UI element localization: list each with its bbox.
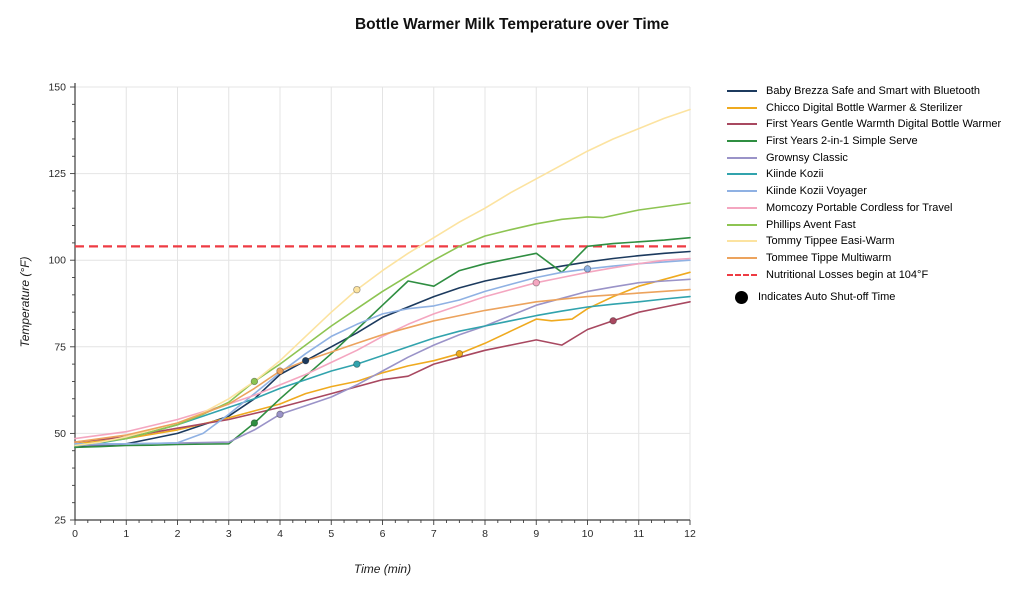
legend-label-grownsy-classic: Grownsy Classic — [766, 151, 848, 164]
legend-item-chicco-digital-bottle-warmer-sterilizer: Chicco Digital Bottle Warmer & Sterilize… — [727, 102, 1019, 115]
x-tick-label: 4 — [277, 528, 283, 540]
legend-label-auto-shutoff: Indicates Auto Shut-off Time — [758, 291, 896, 304]
legend-item-auto-shutoff: Indicates Auto Shut-off Time — [727, 291, 1019, 305]
legend-label-first-years-gentle-warmth-digital-bottle-warmer: First Years Gentle Warmth Digital Bottle… — [766, 118, 1002, 131]
legend-item-kiinde-kozii: Kiinde Kozii — [727, 168, 1019, 181]
series-line-chicco-digital-bottle-warmer-sterilizer — [74, 271, 691, 445]
legend-label-kiinde-kozii-voyager: Kiinde Kozii Voyager — [766, 185, 867, 198]
legend-swatch-grownsy-classic — [727, 156, 757, 159]
x-tick-label: 9 — [533, 528, 539, 540]
legend-item-tommy-tippee-easi-warm: Tommy Tippee Easi-Warm — [727, 235, 1019, 248]
legend-item-kiinde-kozii-voyager: Kiinde Kozii Voyager — [727, 185, 1019, 198]
y-tick-label: 100 — [48, 255, 66, 267]
shutoff-dot-grownsy-classic — [276, 410, 284, 419]
series-line-phillips-avent-fast — [74, 202, 691, 447]
shutoff-dot-momcozy-portable-cordless-for-travel — [532, 279, 540, 287]
shutoff-dot-first-years-2-in-1-simple-serve — [250, 419, 259, 427]
x-tick-label: 12 — [684, 528, 696, 540]
legend-item-first-years-gentle-warmth-digital-bottle-warmer: First Years Gentle Warmth Digital Bottle… — [727, 118, 1019, 131]
legend-label-tommy-tippee-easi-warm: Tommy Tippee Easi-Warm — [766, 235, 895, 248]
legend-swatch-first-years-gentle-warmth-digital-bottle-warmer — [727, 123, 757, 126]
x-tick-label: 7 — [431, 528, 437, 540]
shutoff-dots — [250, 265, 617, 427]
gridlines — [74, 86, 691, 521]
legend-swatch-kiinde-kozii-voyager — [727, 190, 757, 193]
shutoff-dot-chicco-digital-bottle-warmer-sterilizer — [455, 350, 464, 358]
legend-label-first-years-2-in-1-simple-serve: First Years 2-in-1 Simple Serve — [766, 135, 918, 148]
shutoff-dot-kiinde-kozii-voyager — [583, 265, 592, 273]
legend-label-kiinde-kozii: Kiinde Kozii — [766, 168, 824, 181]
y-tick-label: 75 — [54, 341, 66, 353]
legend-item-grownsy-classic: Grownsy Classic — [727, 152, 1019, 165]
shutoff-dot-tommee-tippe-multiwarm — [276, 367, 284, 375]
chart-title: Bottle Warmer Milk Temperature over Time — [354, 16, 670, 33]
y-axis-label: Temperature (°F) — [18, 256, 32, 348]
series-line-first-years-2-in-1-simple-serve — [74, 236, 691, 449]
x-axis-label: Time (min) — [353, 562, 412, 576]
legend-label-baby-brezza-safe-and-smart-with-bluetooth: Baby Brezza Safe and Smart with Bluetoot… — [766, 85, 981, 97]
legend-swatch-kiinde-kozii — [727, 173, 757, 176]
shutoff-dot-phillips-avent-fast — [250, 377, 259, 386]
x-tick-label: 11 — [633, 528, 644, 540]
series-line-tommee-tippe-multiwarm — [74, 288, 691, 443]
legend: Baby Brezza Safe and Smart with Bluetoot… — [727, 85, 1019, 305]
y-tick-label: 150 — [48, 82, 66, 94]
legend-swatch-phillips-avent-fast — [727, 223, 757, 226]
x-tick-label: 5 — [328, 528, 334, 540]
y-tick-label: 125 — [48, 168, 66, 180]
series-line-momcozy-portable-cordless-for-travel — [74, 257, 691, 440]
y-tick-label: 50 — [54, 428, 66, 440]
x-tick-label: 3 — [226, 528, 232, 540]
legend-swatch-chicco-digital-bottle-warmer-sterilizer — [727, 106, 757, 109]
legend-item-tommee-tippe-multiwarm: Tommee Tippe Multiwarm — [727, 252, 1019, 265]
legend-swatch-nutritional-losses — [727, 273, 757, 276]
y-tick-label: 25 — [54, 515, 66, 527]
legend-swatch-first-years-2-in-1-simple-serve — [727, 140, 757, 143]
x-tick-label: 6 — [380, 528, 386, 540]
auto-shutoff-dot-icon — [735, 291, 748, 305]
legend-swatch-baby-brezza-safe-and-smart-with-bluetooth — [727, 90, 757, 92]
series-line-baby-brezza-safe-and-smart-with-bluetooth — [74, 250, 691, 449]
shutoff-dot-baby-brezza-safe-and-smart-with-bluetooth — [301, 356, 310, 365]
legend-swatch-tommy-tippee-easi-warm — [727, 240, 757, 243]
x-tick-label: 0 — [72, 528, 78, 540]
legend-item-nutritional-losses: Nutritional Losses begin at 104°F — [727, 269, 1019, 282]
legend-item-phillips-avent-fast: Phillips Avent Fast — [727, 219, 1019, 232]
legend-item-momcozy-portable-cordless-for-travel: Momcozy Portable Cordless for Travel — [727, 202, 1019, 215]
legend-swatch-momcozy-portable-cordless-for-travel — [727, 206, 757, 209]
x-tick-label: 1 — [123, 528, 129, 540]
legend-label-momcozy-portable-cordless-for-travel: Momcozy Portable Cordless for Travel — [766, 201, 953, 214]
shutoff-dot-kiinde-kozii — [353, 360, 361, 368]
legend-label-phillips-avent-fast: Phillips Avent Fast — [766, 218, 856, 231]
series-lines — [74, 108, 691, 449]
x-tick-label: 8 — [482, 528, 488, 540]
legend-label-tommee-tippe-multiwarm: Tommee Tippe Multiwarm — [766, 251, 892, 264]
shutoff-dot-tommy-tippee-easi-warm — [353, 285, 361, 294]
legend-label-chicco-digital-bottle-warmer-sterilizer: Chicco Digital Bottle Warmer & Sterilize… — [766, 101, 963, 114]
legend-item-first-years-2-in-1-simple-serve: First Years 2-in-1 Simple Serve — [727, 135, 1019, 148]
legend-label-nutritional-losses: Nutritional Losses begin at 104°F — [766, 268, 929, 281]
legend-item-baby-brezza-safe-and-smart-with-bluetooth: Baby Brezza Safe and Smart with Bluetoot… — [727, 85, 1019, 98]
shutoff-dot-first-years-gentle-warmth-digital-bottle-warmer — [609, 317, 617, 325]
legend-swatch-tommee-tippe-multiwarm — [727, 256, 757, 259]
x-tick-label: 10 — [582, 528, 594, 540]
x-tick-label: 2 — [175, 528, 181, 540]
series-line-grownsy-classic — [74, 278, 691, 447]
